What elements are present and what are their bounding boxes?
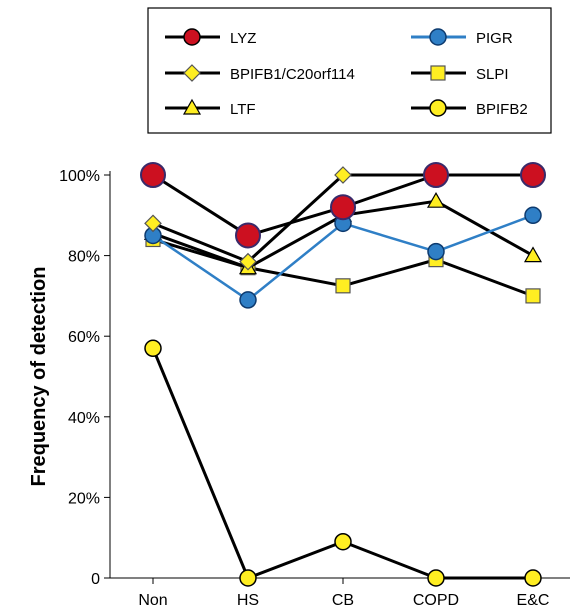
y-tick-label: 20% xyxy=(68,490,100,507)
data-point xyxy=(426,191,446,208)
legend-label: BPIFB2 xyxy=(476,101,528,118)
series-lyz xyxy=(140,162,546,249)
series-bpifb2 xyxy=(144,339,542,587)
legend-swatch-marker xyxy=(429,28,447,46)
x-tick-label: HS xyxy=(237,592,259,609)
legend-label: SLPI xyxy=(476,66,509,83)
legend-item: BPIFB1/C20orf114 xyxy=(165,64,355,83)
y-tick-label: 60% xyxy=(68,329,100,346)
y-tick-label: 100% xyxy=(59,168,100,185)
data-point xyxy=(525,288,541,304)
legend-item: PIGR xyxy=(411,28,513,47)
data-point xyxy=(523,246,543,263)
legend-label: LTF xyxy=(230,101,256,118)
data-point xyxy=(427,242,445,261)
data-point xyxy=(524,569,542,587)
legend-swatch-marker xyxy=(183,28,201,46)
legend-swatch-marker xyxy=(429,99,447,117)
legend-label: LYZ xyxy=(230,30,256,47)
legend-item: SLPI xyxy=(411,65,509,83)
x-tick-label: Non xyxy=(138,592,167,609)
legend: LYZ PIGR BPIFB1/C20orf114 SLPI LTF BPIFB2 xyxy=(147,7,552,134)
plot-area xyxy=(140,162,546,587)
data-point xyxy=(330,194,356,221)
data-point xyxy=(334,532,352,551)
x-tick-label: COPD xyxy=(413,592,459,609)
data-point xyxy=(524,206,542,225)
legend-label: BPIFB1/C20orf114 xyxy=(230,66,355,83)
y-tick-label: 40% xyxy=(68,410,100,427)
data-point xyxy=(423,162,449,188)
data-point xyxy=(235,222,261,249)
legend-swatch-marker xyxy=(183,64,201,82)
legend-swatch-marker xyxy=(182,98,202,115)
legend-box xyxy=(147,7,552,134)
x-tick-label: E&C xyxy=(517,592,550,609)
data-point xyxy=(239,252,257,271)
legend-item: BPIFB2 xyxy=(411,99,528,118)
legend-label: PIGR xyxy=(476,30,513,47)
data-point xyxy=(144,339,162,358)
axes: 0 20% 40% 60% 80% 100% Non HS CB COPD E&C Frequency… xyxy=(28,168,570,609)
y-tick-label: 80% xyxy=(68,249,100,266)
data-point xyxy=(239,569,257,587)
legend-item: LYZ xyxy=(165,28,256,47)
data-point xyxy=(239,291,257,309)
data-point xyxy=(427,569,445,587)
data-point xyxy=(520,162,546,188)
data-point xyxy=(334,166,352,184)
data-point xyxy=(140,162,166,188)
legend-swatch-marker xyxy=(430,65,446,81)
x-tick-label: CB xyxy=(332,592,354,609)
legend-item: LTF xyxy=(165,98,256,118)
data-point xyxy=(144,214,162,233)
y-axis-label: Frequency of detection xyxy=(28,266,50,486)
y-tick-label: 0 xyxy=(91,571,100,588)
data-point xyxy=(335,278,351,294)
